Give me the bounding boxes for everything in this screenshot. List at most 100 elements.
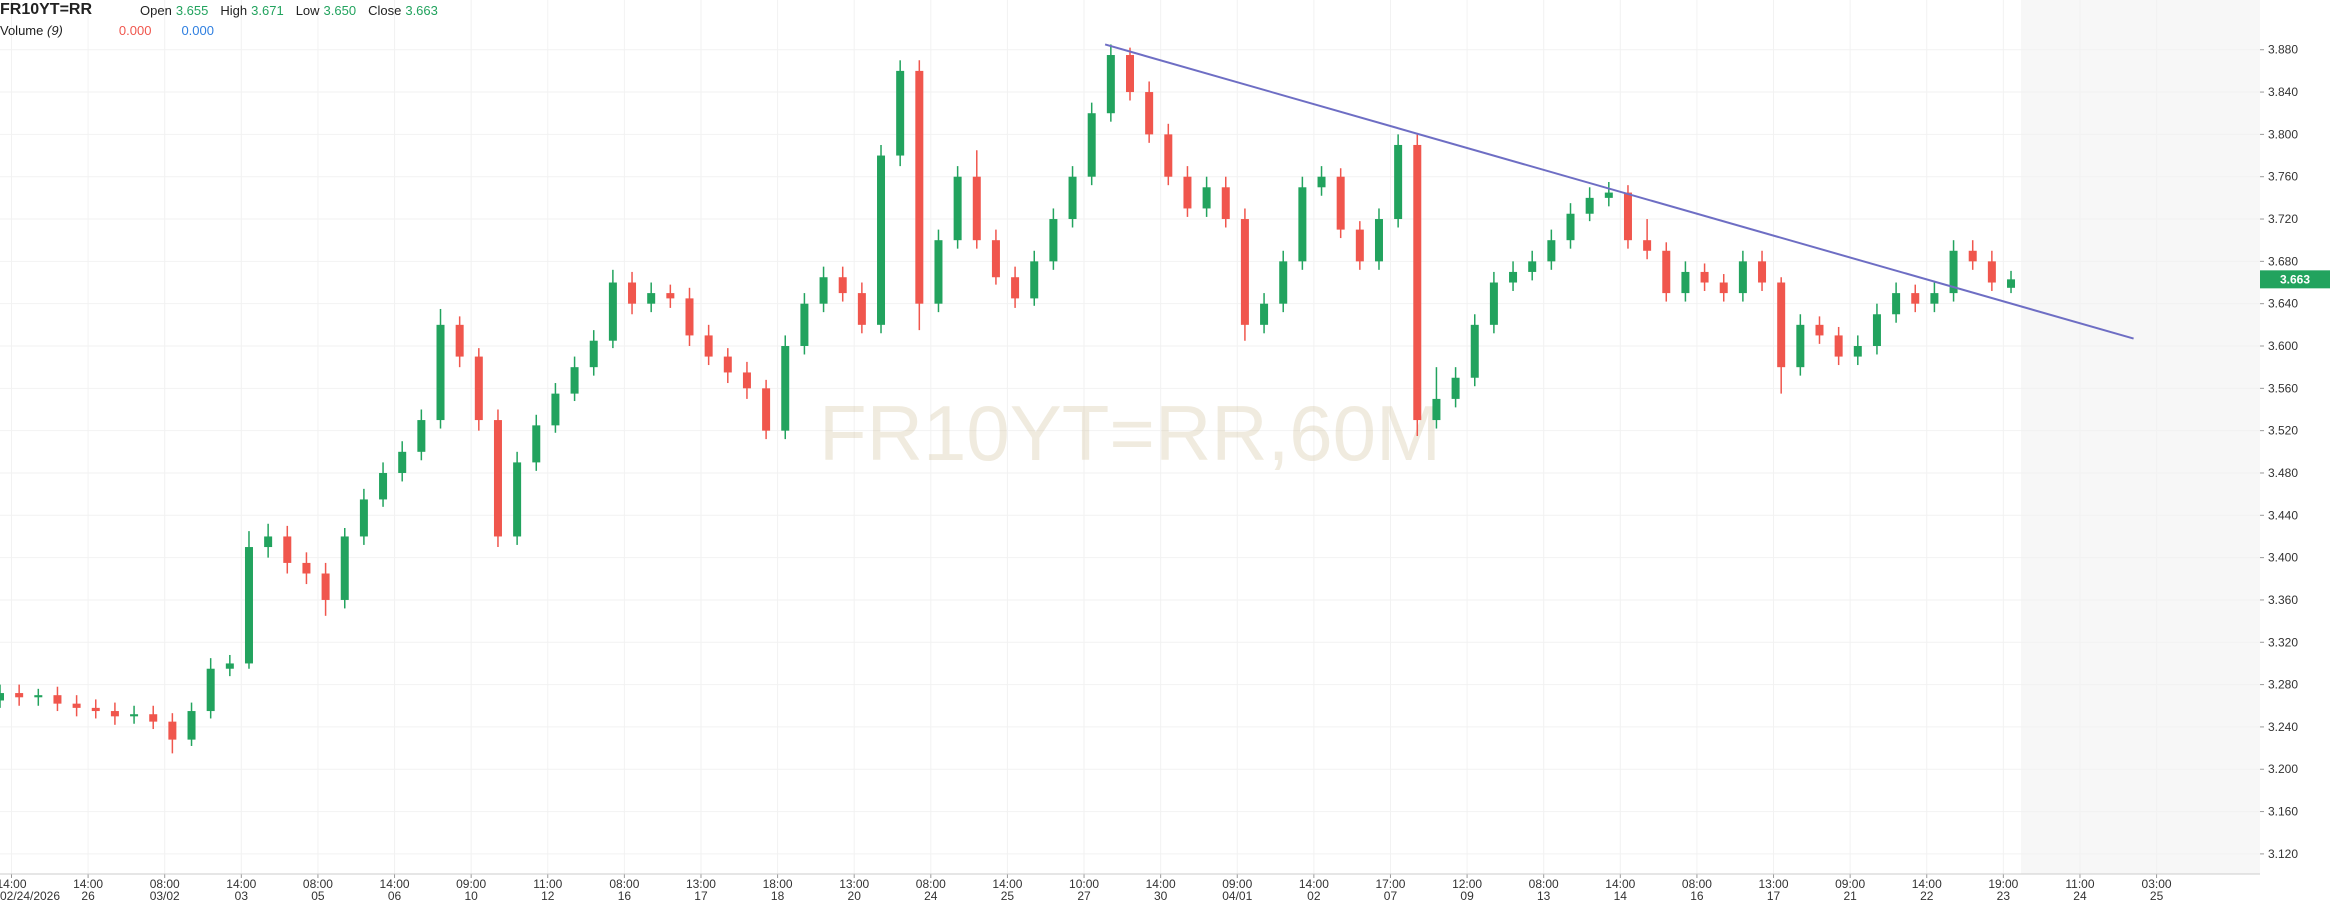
candle-body bbox=[1930, 293, 1939, 304]
candle-body bbox=[628, 282, 637, 304]
candle-body bbox=[1202, 187, 1211, 209]
candle-body bbox=[1087, 113, 1096, 177]
ohlc-value: 3.650 bbox=[323, 2, 357, 18]
candle-body bbox=[1758, 261, 1767, 283]
y-tick-label: 3.440 bbox=[2268, 508, 2298, 522]
x-tick-label: 08:00 bbox=[609, 877, 639, 891]
candle-body bbox=[1489, 282, 1498, 325]
symbol: FR10YT=RR bbox=[0, 1, 93, 18]
x-tick-date: 23 bbox=[1997, 889, 2011, 902]
candle-body bbox=[1566, 213, 1575, 241]
candle-body bbox=[474, 356, 483, 421]
candle-body bbox=[283, 536, 292, 563]
x-tick-label: 09:00 bbox=[1835, 877, 1865, 891]
x-tick-date: 22 bbox=[1920, 889, 1934, 902]
candle-body bbox=[1738, 261, 1747, 294]
x-tick-label: 10:00 bbox=[1069, 877, 1099, 891]
x-tick-date: 18 bbox=[771, 889, 785, 902]
candle-body bbox=[1987, 261, 1996, 283]
candle-body bbox=[264, 536, 273, 548]
candle-body bbox=[321, 573, 330, 600]
x-tick-label: 14:00 bbox=[1299, 877, 1329, 891]
candle-body bbox=[1949, 250, 1958, 294]
candle-body bbox=[1662, 250, 1671, 294]
volume-label: Volume bbox=[0, 22, 44, 38]
volume-value: 0.000 bbox=[118, 22, 152, 38]
x-tick-date: 05 bbox=[311, 889, 325, 902]
legend-header: FR10YT=RR Open 3.655 High 3.671 Low 3.650 C… bbox=[0, 0, 438, 40]
x-tick-label: 13:00 bbox=[1759, 877, 1789, 891]
candle-body bbox=[225, 663, 234, 669]
candle-body bbox=[1777, 282, 1786, 368]
candle-body bbox=[1432, 398, 1441, 421]
x-tick-label: 03:00 bbox=[2142, 877, 2172, 891]
candle-body bbox=[1183, 176, 1192, 209]
candle-body bbox=[1413, 144, 1422, 421]
candle-body bbox=[0, 693, 4, 701]
ohlc-value: 3.671 bbox=[251, 2, 284, 18]
candle-body bbox=[647, 293, 656, 304]
candle-body bbox=[1892, 293, 1901, 315]
candle-body bbox=[34, 695, 43, 698]
x-tick-date: 24 bbox=[2073, 889, 2087, 902]
candle-body bbox=[340, 536, 349, 600]
candle-body bbox=[1853, 346, 1862, 357]
candle-body bbox=[149, 714, 158, 722]
candle-body bbox=[800, 303, 809, 347]
candle-body bbox=[1681, 271, 1690, 294]
candle-body bbox=[1298, 187, 1307, 262]
ohlc-value: 3.663 bbox=[405, 2, 438, 18]
candle-body bbox=[1049, 219, 1058, 262]
x-tick-label: 14:00 bbox=[992, 877, 1022, 891]
candle-body bbox=[972, 176, 981, 241]
x-tick-label: 09:00 bbox=[456, 877, 486, 891]
candle-body bbox=[1815, 324, 1824, 336]
candle-body bbox=[685, 298, 694, 336]
candle-body bbox=[1796, 324, 1805, 368]
candle-body bbox=[991, 240, 1000, 278]
candle-body bbox=[723, 356, 732, 373]
x-tick-date: 21 bbox=[1843, 889, 1857, 902]
y-tick-label: 3.600 bbox=[2268, 339, 2298, 353]
x-tick-label: 14:00 bbox=[226, 877, 256, 891]
x-tick-label: 14:00 bbox=[1146, 877, 1176, 891]
candle-body bbox=[1355, 229, 1364, 262]
y-tick-label: 3.520 bbox=[2268, 424, 2298, 438]
candle-body bbox=[1968, 250, 1977, 262]
y-tick-label: 3.880 bbox=[2268, 43, 2298, 57]
x-tick-date: 17 bbox=[1767, 889, 1781, 902]
candle-body bbox=[1240, 219, 1249, 325]
x-tick-label: 08:00 bbox=[1682, 877, 1712, 891]
candle-body bbox=[762, 388, 771, 431]
x-tick-date: 14 bbox=[1614, 889, 1628, 902]
y-tick-label: 3.360 bbox=[2268, 593, 2298, 607]
x-tick-date: 09 bbox=[1460, 889, 1474, 902]
x-tick-date: 20 bbox=[848, 889, 862, 902]
candle-body bbox=[436, 324, 445, 421]
candle-body bbox=[72, 703, 81, 708]
candle-body bbox=[1374, 219, 1383, 262]
candle-body bbox=[1106, 55, 1115, 114]
candle-body bbox=[91, 707, 100, 712]
candle-body bbox=[1509, 271, 1518, 283]
x-tick-label: 13:00 bbox=[686, 877, 716, 891]
ohlc-name: Low bbox=[295, 2, 320, 18]
x-tick-date: 13 bbox=[1537, 889, 1551, 902]
candle-body bbox=[742, 372, 751, 389]
candle-body bbox=[1470, 324, 1479, 378]
candle-body bbox=[1547, 240, 1556, 262]
candle-body bbox=[1279, 261, 1288, 304]
candle-body bbox=[666, 293, 675, 299]
x-tick-date: 25 bbox=[1001, 889, 1015, 902]
candle-body bbox=[704, 335, 713, 357]
candle-body bbox=[1911, 293, 1920, 304]
x-tick-label: 19:00 bbox=[1988, 877, 2018, 891]
candle-body bbox=[896, 70, 905, 156]
x-tick-date: 12 bbox=[541, 889, 555, 902]
x-tick-date: 25 bbox=[2150, 889, 2164, 902]
candle-body bbox=[877, 155, 886, 325]
candle-body bbox=[455, 324, 464, 357]
candle-body bbox=[1336, 176, 1345, 230]
